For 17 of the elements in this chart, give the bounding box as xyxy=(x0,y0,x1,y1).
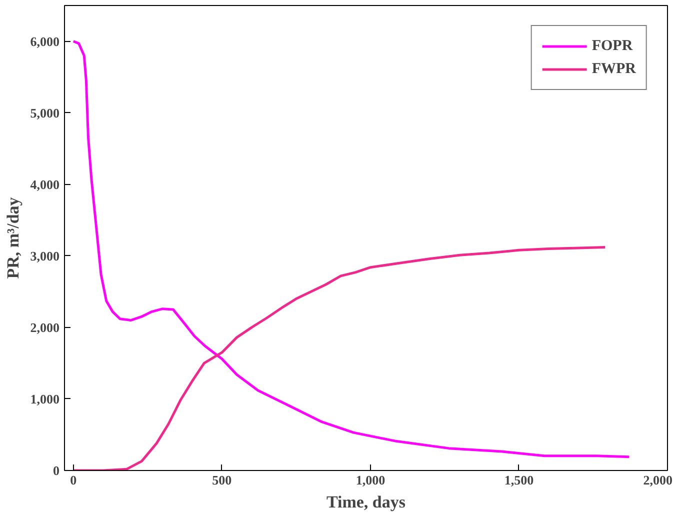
legend-label: FWPR xyxy=(592,60,636,78)
line-series xyxy=(72,246,606,470)
y-tick-label: 2,000 xyxy=(30,320,60,335)
x-tick-label: 0 xyxy=(70,472,77,488)
y-tick-label: 6,000 xyxy=(30,34,60,49)
legend-label: FOPR xyxy=(592,38,633,54)
x-tick-label: 1,500 xyxy=(504,472,534,488)
x-tick-label: 2,000 xyxy=(643,472,672,488)
x-tick-label: 1,000 xyxy=(356,472,386,488)
y-axis-title: PR, m³/day xyxy=(3,196,22,279)
x-tick-label: 500 xyxy=(212,472,232,488)
y-tick-label: 4,000 xyxy=(30,176,60,192)
x-axis-title: Time, days xyxy=(326,492,406,512)
y-tick-label: 3,000 xyxy=(30,248,60,264)
y-tick-label: 0 xyxy=(53,463,60,478)
y-tick-label: 1,000 xyxy=(30,391,60,406)
y-tick-label: 5,000 xyxy=(30,105,60,120)
